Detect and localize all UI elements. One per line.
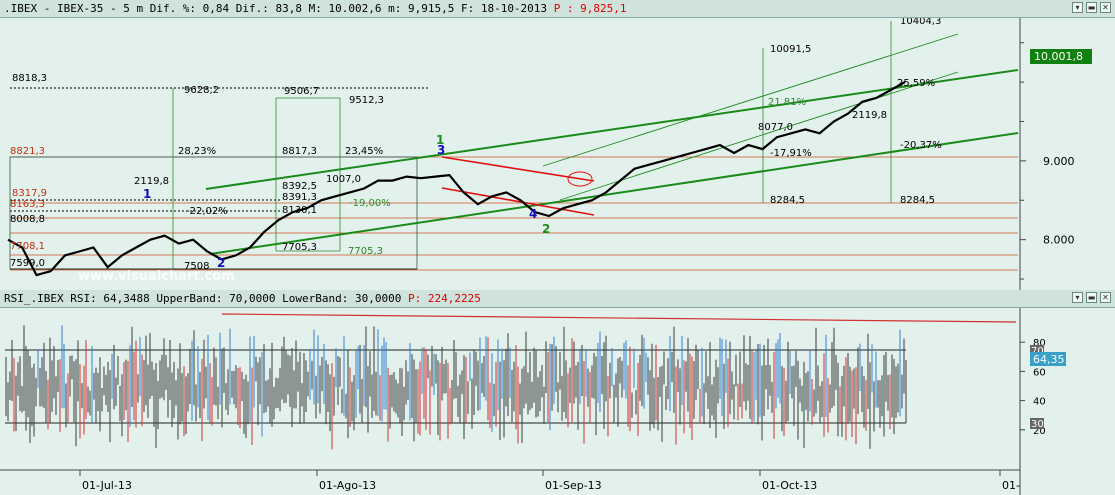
rsi-plot-bg (0, 308, 1020, 495)
rsi-close-button[interactable]: ✕ (1100, 292, 1111, 303)
y-ticks-rsi: 80 60 40 20 (1020, 338, 1046, 437)
fib-level-label: 8821,3 (10, 146, 45, 157)
fib-level-label: -19,00% (349, 198, 391, 209)
fib-level-label: 2119,8 (134, 176, 169, 187)
plot-area-bg (0, 18, 1020, 290)
channel-lower (209, 132, 1019, 255)
rsi-tick-label: 80 (1033, 338, 1046, 349)
lower-band-badge (1030, 418, 1044, 429)
rsi-window-buttons: ▾ ▬ ✕ (1072, 292, 1111, 303)
fib-level-label: 7508 (184, 261, 209, 272)
fib-level-label: 7599,0 (10, 258, 45, 269)
y-tick-label: 9.000 (1043, 155, 1075, 168)
fib-level-label: 8284,5 (770, 195, 805, 206)
wave-label: 1 (436, 133, 444, 147)
rsi-header-text: RSI_.IBEX RSI: 64,3488 UpperBand: 70,000… (4, 292, 481, 305)
x-tick-label: 01-Jul-13 (82, 479, 132, 492)
fib-level-label: -20,37% (900, 140, 942, 151)
scroll-button[interactable]: ▾ (1072, 2, 1083, 13)
rsi-tick-label: 40 (1033, 397, 1046, 408)
rsi-header-prefix: RSI_.IBEX RSI: 64,3488 UpperBand: 70,000… (4, 292, 408, 305)
wave-labels: 1 2 3 4 1 2 (143, 133, 550, 270)
fib-level-label: 8008,8 (10, 214, 45, 225)
minimize-button[interactable]: ▬ (1086, 2, 1097, 13)
rsi-trendline (221, 313, 1017, 323)
fib-level-label: 9628,2 (184, 85, 219, 96)
rsi-header-price: P: 224,2225 (407, 292, 481, 305)
price-series-line (7, 81, 906, 277)
fib-level-label: 7705,3 (348, 246, 383, 257)
fib-level-label: 23,45% (345, 146, 383, 157)
main-header-prefix: .IBEX - IBEX-35 - 5 m Dif. %: 0,84 Dif.:… (4, 2, 554, 15)
channel-upper (205, 69, 1019, 190)
fib-level-label: -22,02% (186, 206, 228, 217)
fib-level-label: 9512,3 (349, 95, 384, 106)
current-price-label: 10.001,8 (1034, 50, 1083, 63)
x-tick-label: 01- (1002, 479, 1020, 492)
triangle-lower (441, 187, 595, 216)
fib-level-label: 9506,7 (284, 86, 319, 97)
rsi-current-badge (1030, 352, 1066, 366)
rsi-tick-label: 20 (1033, 426, 1046, 437)
fib-level-label: 8163,3 (10, 199, 45, 210)
rsi-tick-label: 60 (1033, 367, 1046, 378)
wave-label: 4 (529, 207, 537, 221)
main-header-price: P : 9,825,1 (553, 2, 627, 15)
x-tick-label: 01-Ago-13 (319, 479, 376, 492)
fib-level-label: 8077,0 (758, 122, 793, 133)
upper-band-badge (1030, 345, 1044, 356)
thin-channel-upper (542, 33, 959, 167)
fib-level-label: 8317,9 (12, 188, 47, 199)
rsi-series (5, 325, 907, 450)
fib-level-label: 7705,3 (282, 242, 317, 253)
rsi-minimize-button[interactable]: ▬ (1086, 292, 1097, 303)
current-price-badge (1030, 49, 1092, 64)
fib-level-label: 8391,3 (282, 192, 317, 203)
wave-label: 1 (143, 187, 151, 201)
fib-level-label: 1007,0 (326, 174, 361, 185)
x-tick-label: 01-Sep-13 (545, 479, 602, 492)
main-chart-header: .IBEX - IBEX-35 - 5 m Dif. %: 0,84 Dif.:… (0, 0, 1115, 18)
fib-level-label: 8130,1 (282, 205, 317, 216)
y-ticks-main: 9.000 8.000 (1020, 42, 1075, 280)
fib-level-label: 21,81% (768, 97, 806, 108)
wave-label: 2 (542, 222, 550, 236)
fib-level-label: 28,23% (178, 146, 216, 157)
x-tick-label: 01-Oct-13 (762, 479, 817, 492)
fib-level-label: 8284,5 (900, 195, 935, 206)
fib-level-label: 8818,3 (12, 73, 47, 84)
trend-channels (205, 33, 1019, 255)
fib-lines (9, 87, 1018, 271)
fib-level-label: 7708,1 (10, 241, 45, 252)
fib-level-label: 8392,5 (282, 181, 317, 192)
fib-level-label: 8817,3 (282, 146, 317, 157)
wave-label: 3 (437, 143, 445, 157)
x-axis-ticks: 01-Jul-13 01-Ago-13 01-Sep-13 01-Oct-13 01- (79, 470, 1020, 492)
y-tick-label: 8.000 (1043, 234, 1075, 247)
watermark: www.visualchart.com (78, 269, 235, 284)
wave-label: 2 (217, 256, 225, 270)
rsi-current-label: 64,35 (1033, 353, 1065, 366)
upper-band-label: 70 (1031, 346, 1044, 357)
main-window-buttons: ▾ ▬ ✕ (1072, 2, 1111, 13)
fib-level-label: -17,91% (770, 148, 812, 159)
green-projections (172, 21, 892, 269)
close-button[interactable]: ✕ (1100, 2, 1111, 13)
fib-level-label: 2119,8 (852, 110, 887, 121)
thin-channel-lower (559, 71, 959, 201)
fib-level-label: 10404,3 (900, 18, 941, 27)
rsi-scroll-button[interactable]: ▾ (1072, 292, 1083, 303)
main-chart-header-text: .IBEX - IBEX-35 - 5 m Dif. %: 0,84 Dif.:… (4, 2, 627, 15)
rsi-header: RSI_.IBEX RSI: 64,3488 UpperBand: 70,000… (0, 290, 1115, 308)
fib-level-label: 25,59% (897, 78, 935, 89)
fib-level-label: 10091,5 (770, 44, 811, 55)
lower-band-label: 30 (1031, 419, 1044, 430)
breakout-circle (567, 171, 593, 187)
